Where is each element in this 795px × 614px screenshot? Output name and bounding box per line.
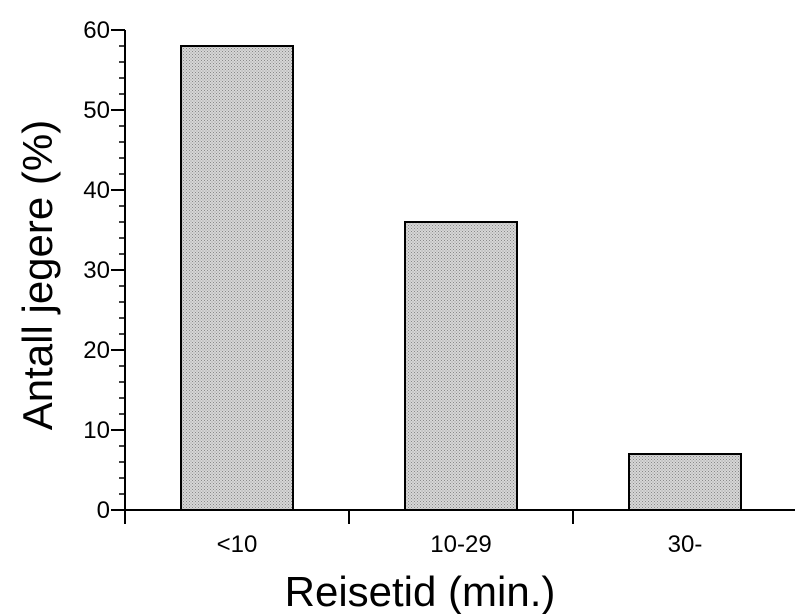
y-tick-label: 20 [83,337,110,364]
y-tick-label: 40 [83,177,110,204]
bars-group [180,45,742,511]
bar [180,45,294,511]
x-axis: <10 10-29 30- [124,509,795,558]
y-axis: 0 10 20 30 40 50 60 [83,17,126,524]
x-axis-title: Reisetid (min.) [285,568,556,614]
y-tick-label: 10 [83,417,110,444]
y-axis-title: Antall jegere (%) [14,120,61,430]
bar [404,221,518,511]
x-tick-label: 10-29 [430,531,491,558]
y-tick-label: 50 [83,97,110,124]
x-tick-label: <10 [217,531,258,558]
y-tick-label: 60 [83,17,110,44]
x-tick-label: 30- [668,531,703,558]
bar [628,453,742,511]
y-tick-label: 30 [83,257,110,284]
y-tick-label: 0 [97,497,110,524]
